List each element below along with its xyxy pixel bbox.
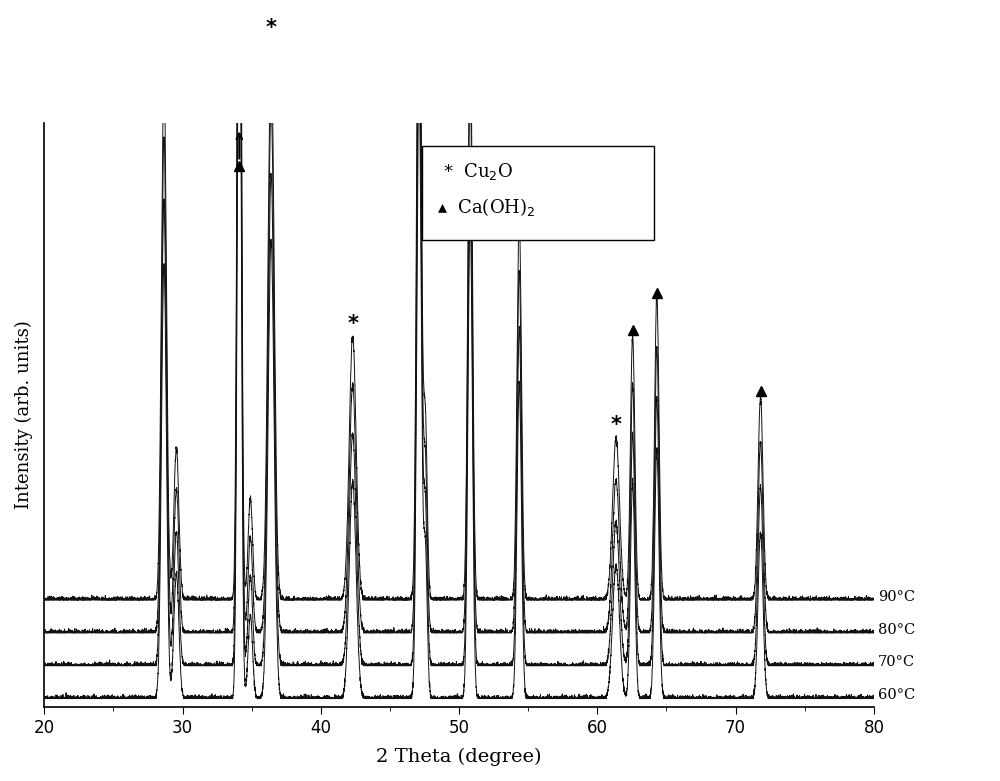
Text: 70°C: 70°C — [878, 655, 915, 669]
Text: *: * — [266, 17, 277, 37]
Text: *: * — [611, 415, 622, 435]
Text: *: * — [347, 315, 358, 334]
Text: $\blacktriangle$  Ca(OH)$_2$: $\blacktriangle$ Ca(OH)$_2$ — [437, 196, 535, 218]
FancyBboxPatch shape — [422, 146, 654, 240]
Text: $*$  Cu$_2$O: $*$ Cu$_2$O — [443, 161, 513, 182]
Text: 80°C: 80°C — [878, 622, 915, 637]
X-axis label: 2 Theta (degree): 2 Theta (degree) — [376, 747, 542, 766]
Text: 60°C: 60°C — [878, 688, 915, 702]
Y-axis label: Intensity (arb. units): Intensity (arb. units) — [15, 320, 33, 509]
Text: 90°C: 90°C — [878, 590, 915, 604]
